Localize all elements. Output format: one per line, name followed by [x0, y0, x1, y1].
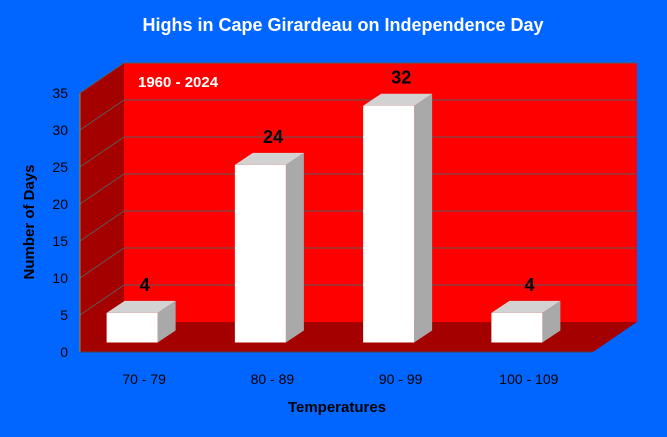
- gridline: [79, 136, 637, 168]
- y-tick-label: 25: [52, 159, 68, 175]
- bar: [234, 152, 304, 343]
- data-label: 4: [140, 275, 150, 295]
- bar: [363, 93, 433, 343]
- bar-side: [542, 300, 561, 343]
- axes: [79, 93, 593, 353]
- y-tick-labels: 0 5 10 15 20 25 30 35: [52, 85, 68, 360]
- y-tick-label: 15: [52, 233, 68, 249]
- chart-side-wall: [80, 63, 124, 352]
- bar-top: [363, 93, 433, 106]
- bar-front: [234, 164, 286, 343]
- gridline: [79, 210, 637, 242]
- bar-side: [414, 93, 433, 343]
- gridlines: [79, 62, 637, 316]
- y-tick-label: 35: [52, 85, 68, 101]
- x-tick-label: 70 - 79: [122, 371, 166, 387]
- x-tick-label: 80 - 89: [251, 371, 295, 387]
- x-tick-label: 100 - 109: [499, 371, 558, 387]
- gridline: [79, 99, 637, 131]
- bar-side: [157, 300, 176, 343]
- x-tick-labels: 70 - 79 80 - 89 90 - 99 100 - 109: [122, 371, 558, 387]
- gridline: [79, 284, 637, 316]
- bar: [106, 300, 176, 343]
- y-tick-label: 10: [52, 270, 68, 286]
- chart-annotation: 1960 - 2024: [138, 74, 219, 91]
- y-tick-label: 20: [52, 196, 68, 212]
- data-label: 24: [263, 127, 283, 147]
- x-tick-label: 90 - 99: [379, 371, 423, 387]
- bar-front: [363, 105, 415, 343]
- y-tick-label: 30: [52, 122, 68, 138]
- bar-side: [285, 152, 304, 343]
- y-tick-label: 0: [60, 344, 68, 360]
- gridline: [79, 247, 637, 279]
- gridline: [79, 62, 637, 94]
- bar-top: [106, 300, 176, 313]
- data-label: 32: [391, 68, 411, 88]
- data-labels: 4 24 32 4: [140, 68, 535, 295]
- bar-top: [491, 300, 561, 313]
- bar-front: [491, 312, 543, 343]
- bars: [106, 93, 561, 343]
- bar-front: [106, 312, 158, 343]
- gridline: [79, 173, 637, 205]
- bar-top: [234, 152, 304, 165]
- chart-title: Highs in Cape Girardeau on Independence …: [142, 15, 543, 35]
- y-axis-label: Number of Days: [21, 164, 38, 279]
- x-axis-label: Temperatures: [288, 399, 386, 416]
- bar: [491, 300, 561, 343]
- data-label: 4: [524, 275, 534, 295]
- y-tick-label: 5: [60, 307, 68, 323]
